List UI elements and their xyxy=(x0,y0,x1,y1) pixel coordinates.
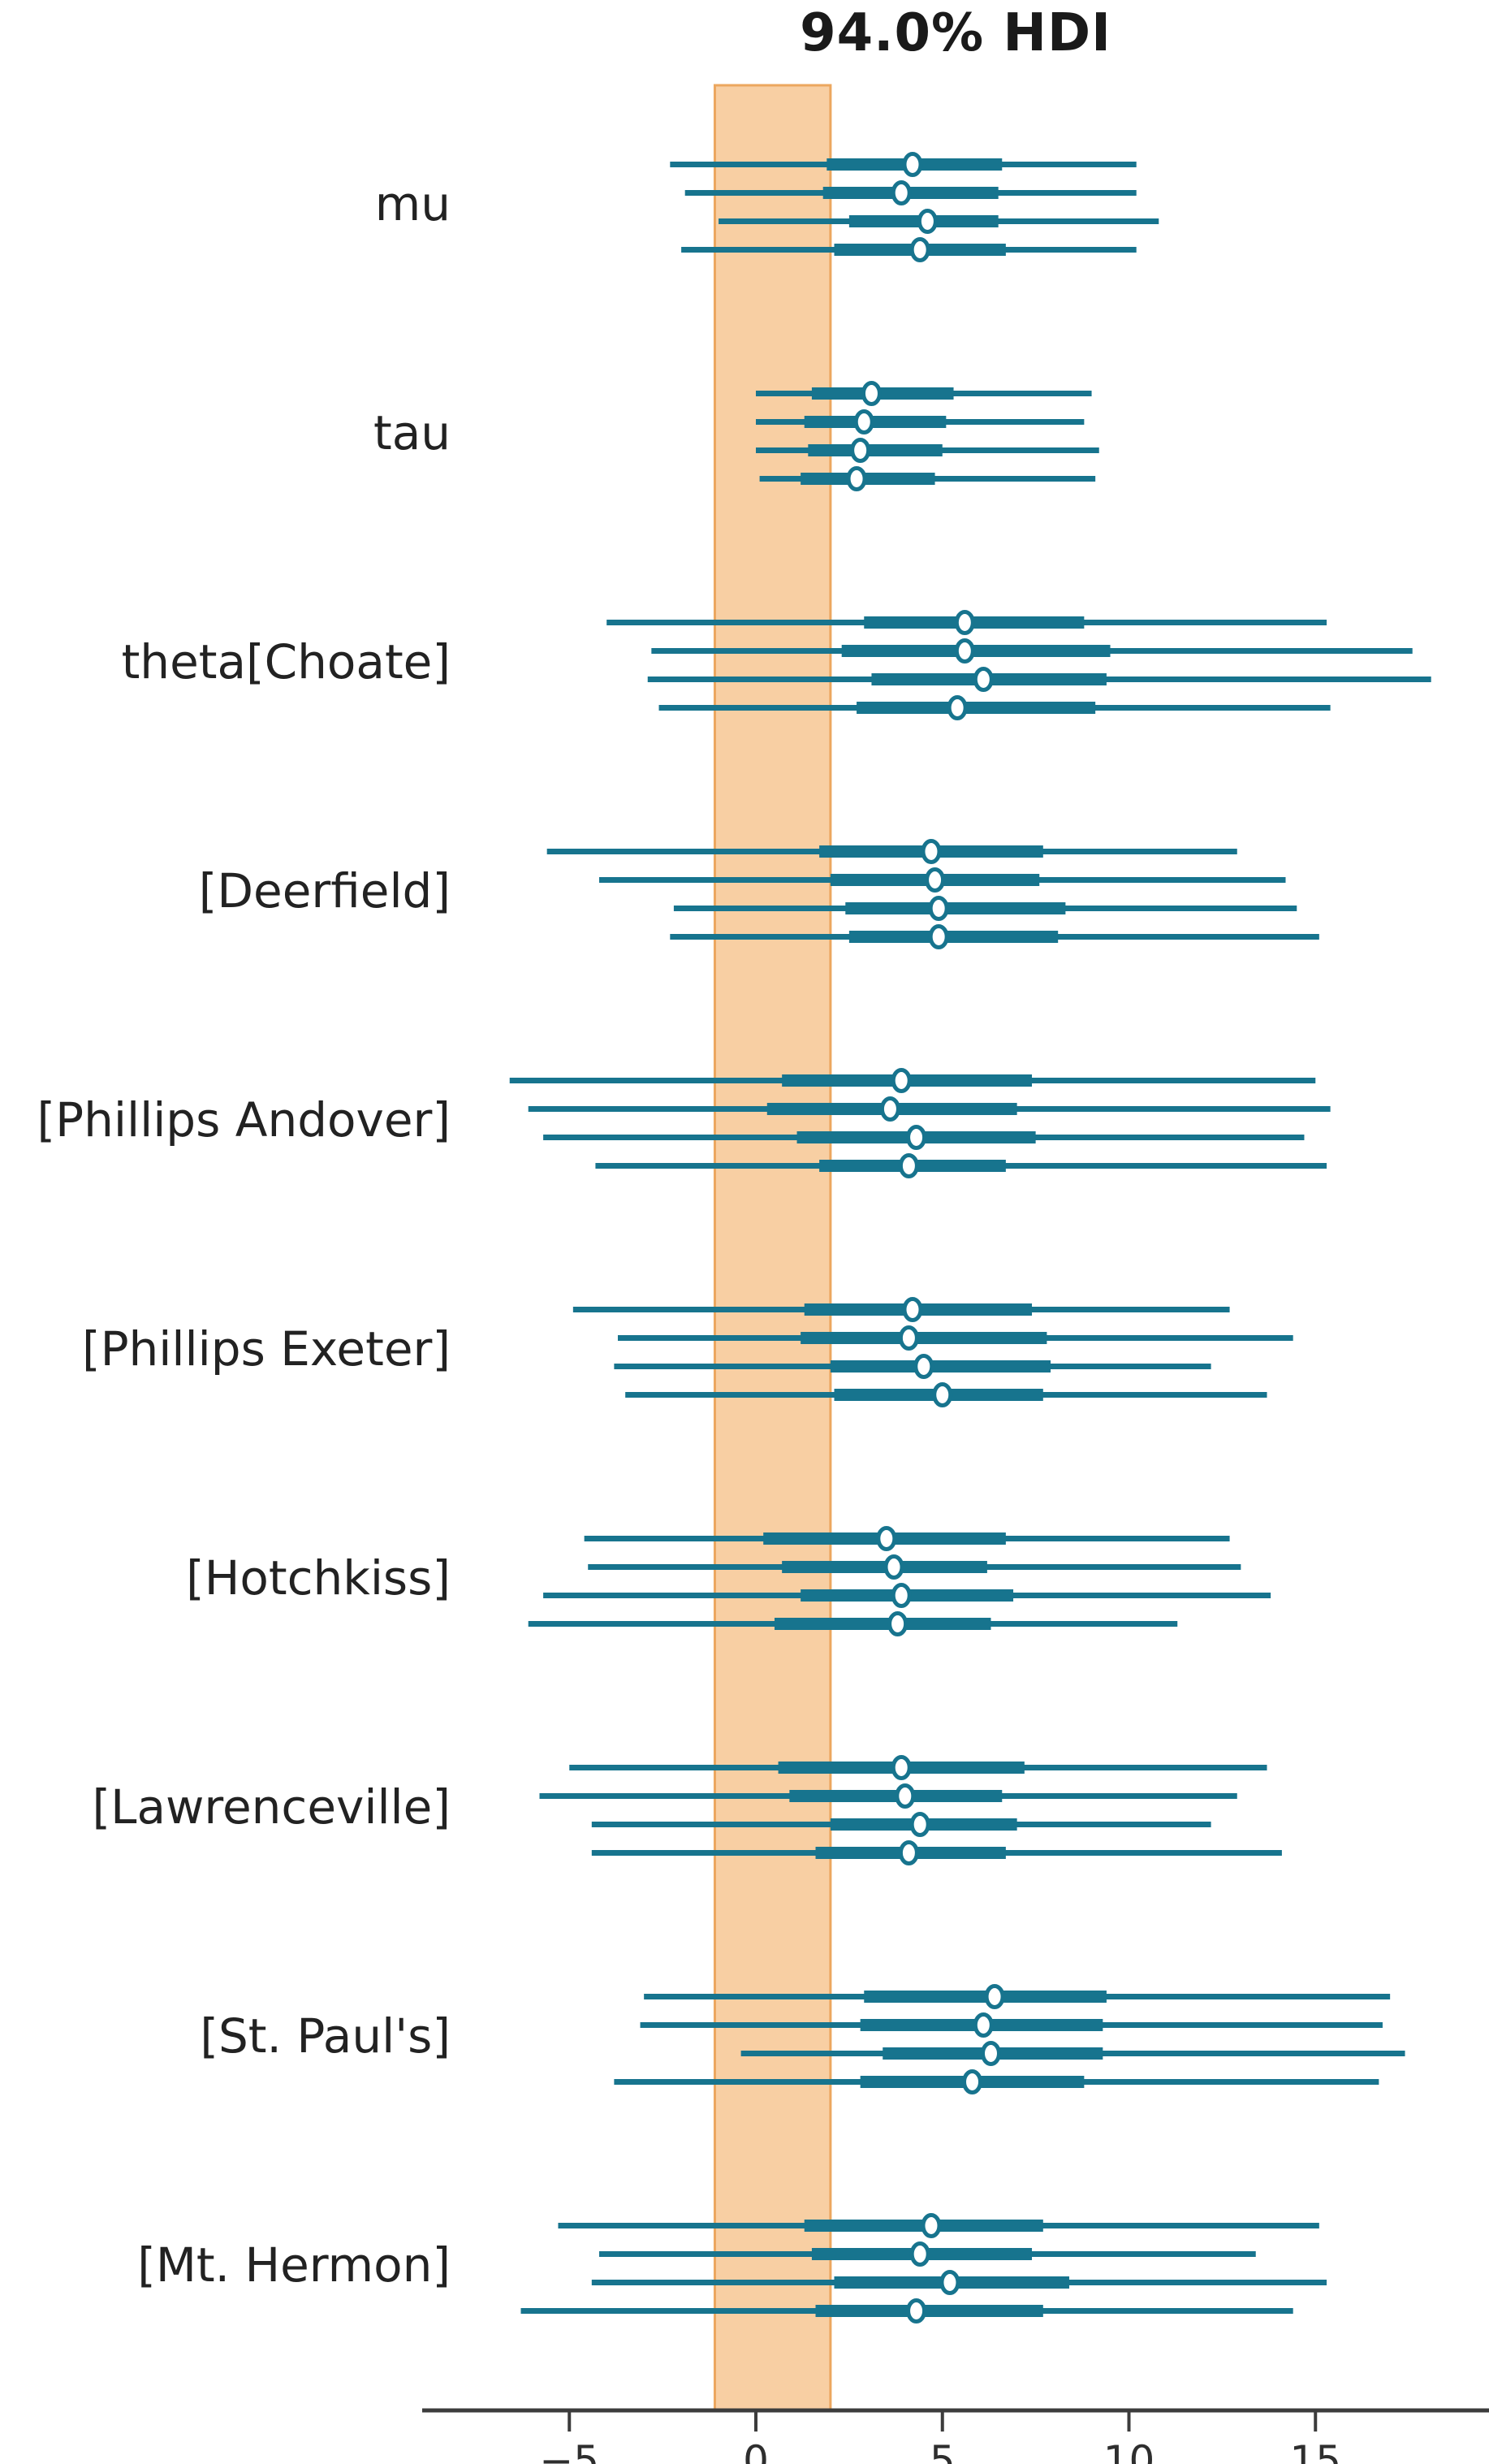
variable-label: [Deerfield] xyxy=(199,863,451,919)
chain-median-dot xyxy=(898,1153,919,1178)
chain-median-dot xyxy=(921,839,942,864)
chain-median-dot xyxy=(954,610,975,635)
chain-median-dot xyxy=(962,2069,983,2094)
chain-median-dot xyxy=(861,381,882,406)
chain-median-dot xyxy=(891,1068,912,1093)
chain-median-dot xyxy=(898,1325,919,1351)
chain-median-dot xyxy=(891,1755,912,1780)
chain-median-dot xyxy=(876,1526,897,1551)
chain-median-dot xyxy=(906,2298,927,2324)
variable-label: [St. Paul's] xyxy=(200,2008,451,2064)
x-tick-label: 5 xyxy=(930,2437,956,2464)
chain-median-dot xyxy=(887,1611,909,1636)
chain-median-dot xyxy=(891,180,912,205)
variable-label: [Lawrenceville] xyxy=(93,1779,451,1835)
chain-median-dot xyxy=(909,237,930,262)
chart-title: 94.0% HDI xyxy=(800,3,1111,63)
chain-median-dot xyxy=(973,667,994,692)
chain-median-dot xyxy=(902,1297,923,1322)
variable-label: [Mt. Hermon] xyxy=(137,2237,451,2293)
variable-label: [Phillips Andover] xyxy=(37,1092,451,1148)
chain-median-dot xyxy=(925,867,946,893)
chain-median-dot xyxy=(850,438,871,463)
chain-median-dot xyxy=(902,152,923,177)
chain-median-dot xyxy=(932,1382,953,1407)
chain-median-dot xyxy=(984,1984,1005,2009)
chain-median-dot xyxy=(891,1583,912,1608)
variable-label: [Phillips Exeter] xyxy=(82,1321,451,1377)
chain-median-dot xyxy=(928,896,949,921)
chain-median-dot xyxy=(947,695,968,720)
variable-label: theta[Choate] xyxy=(122,634,451,689)
chain-median-dot xyxy=(909,1812,930,1837)
chain-median-dot xyxy=(906,1125,927,1150)
chain-median-dot xyxy=(928,924,949,949)
chain-median-dot xyxy=(879,1096,900,1122)
rope-band xyxy=(713,84,832,2412)
chain-median-dot xyxy=(853,409,874,434)
chain-median-dot xyxy=(898,1840,919,1865)
chain-median-dot xyxy=(973,2012,994,2038)
x-tick-label: 10 xyxy=(1103,2437,1155,2464)
chain-median-dot xyxy=(939,2270,960,2295)
variable-label: tau xyxy=(373,405,451,460)
chain-median-dot xyxy=(954,638,975,664)
chain-median-dot xyxy=(895,1783,916,1809)
chain-median-dot xyxy=(980,2041,1001,2066)
chain-median-dot xyxy=(909,2241,930,2267)
variable-label: [Hotchkiss] xyxy=(186,1550,451,1606)
x-tick-label: 15 xyxy=(1289,2437,1341,2464)
variable-label: mu xyxy=(375,176,451,231)
x-tick-label: 0 xyxy=(743,2437,769,2464)
chain-median-dot xyxy=(921,2213,942,2238)
chain-median-dot xyxy=(917,209,938,234)
chain-median-dot xyxy=(846,466,867,491)
chain-median-dot xyxy=(913,1354,934,1379)
chain-median-dot xyxy=(883,1554,904,1580)
x-tick-label: −5 xyxy=(539,2437,599,2464)
